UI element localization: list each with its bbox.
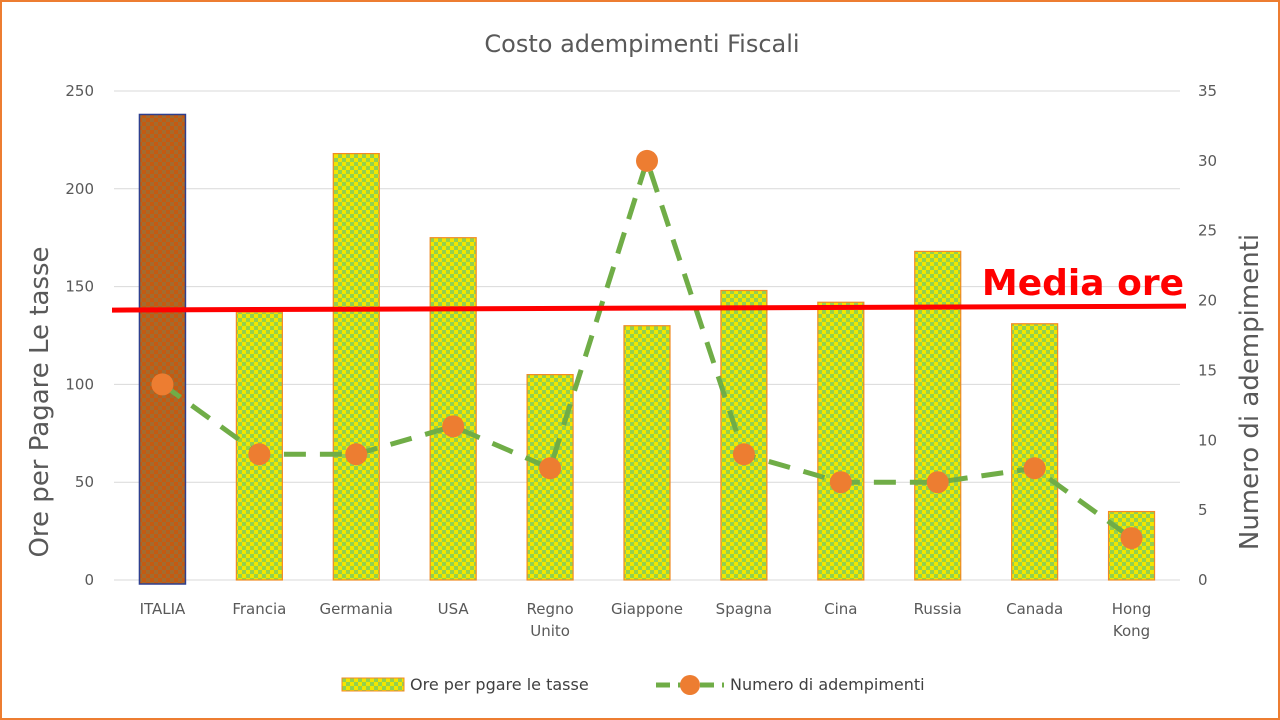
- left-tick-label: 50: [75, 473, 94, 491]
- legend: Ore per pgare le tasse Numero di adempime…: [341, 675, 925, 695]
- left-tick-label: 0: [84, 571, 94, 589]
- x-tick-label: Germania: [320, 600, 393, 618]
- reference-line: [111, 303, 1187, 313]
- reference-line-label: Media ore: [982, 263, 1184, 304]
- right-axis-ticks: 0 5 10 15 20 25 30 35: [1198, 82, 1217, 589]
- bar-italia: [138, 113, 187, 585]
- left-tick-label: 250: [65, 82, 94, 100]
- x-tick-label: Canada: [1006, 600, 1063, 618]
- bar-usa: [429, 237, 477, 581]
- line-numero-adempimenti: [160, 158, 1134, 541]
- bar-series: [138, 113, 1156, 585]
- legend-label-line: Numero di adempimenti: [730, 675, 925, 694]
- bar-francia: [235, 311, 283, 581]
- bar-russia: [914, 250, 962, 581]
- bar-giappone: [623, 325, 671, 581]
- x-tick-label: Spagna: [716, 600, 772, 618]
- marker-hong-kong: [1120, 527, 1143, 550]
- right-tick-label: 20: [1198, 292, 1217, 310]
- marker-germania: [345, 443, 368, 466]
- right-tick-label: 25: [1198, 222, 1217, 240]
- right-tick-label: 15: [1198, 361, 1217, 379]
- marker-russia: [926, 471, 949, 494]
- right-tick-label: 10: [1198, 431, 1217, 449]
- left-tick-label: 100: [65, 375, 94, 393]
- marker-cina: [829, 471, 852, 494]
- x-axis-labels: ITALIA Francia Germania USA Regno Unito Giappo…: [140, 600, 1152, 640]
- marker-giappone: [636, 149, 658, 172]
- bar-spagna: [720, 289, 768, 581]
- x-tick-label: Francia: [232, 600, 286, 618]
- x-tick-label: Russia: [914, 600, 962, 618]
- left-tick-label: 200: [65, 180, 94, 198]
- bar-germania: [332, 152, 380, 581]
- bar-cina: [817, 301, 865, 581]
- y-axis-title: Ore per Pagare Le tasse: [25, 246, 55, 557]
- x-tick-label: Cina: [824, 600, 857, 618]
- x-tick-label: ITALIA: [140, 600, 186, 618]
- y2-axis-title: Numero di adempimenti: [1235, 234, 1265, 550]
- reference-line-group: Media ore: [111, 263, 1187, 313]
- chart-title: Costo adempimenti Fiscali: [484, 30, 799, 58]
- marker-usa: [442, 415, 465, 438]
- x-tick-label: USA: [438, 600, 470, 618]
- legend-swatch-bars: [341, 677, 405, 692]
- bar-canada: [1011, 323, 1059, 581]
- marker-regno-unito: [539, 457, 562, 480]
- x-tick-label: Regno Unito: [526, 600, 573, 640]
- x-tick-label: Giappone: [611, 600, 683, 618]
- marker-italia: [151, 373, 174, 396]
- left-tick-label: 150: [65, 278, 94, 296]
- marker-canada: [1023, 457, 1046, 480]
- right-tick-label: 30: [1198, 152, 1217, 170]
- right-tick-label: 0: [1198, 571, 1208, 589]
- marker-spagna: [732, 443, 755, 466]
- line-series: [151, 149, 1143, 550]
- left-axis-ticks: 0 50 100 150 200 250: [65, 82, 94, 589]
- right-tick-label: 35: [1198, 82, 1217, 100]
- legend-label-bars: Ore per pgare le tasse: [410, 675, 589, 694]
- x-tick-label: Hong Kong: [1112, 600, 1152, 640]
- legend-swatch-marker: [680, 675, 700, 695]
- marker-francia: [248, 443, 271, 466]
- right-tick-label: 5: [1198, 501, 1208, 519]
